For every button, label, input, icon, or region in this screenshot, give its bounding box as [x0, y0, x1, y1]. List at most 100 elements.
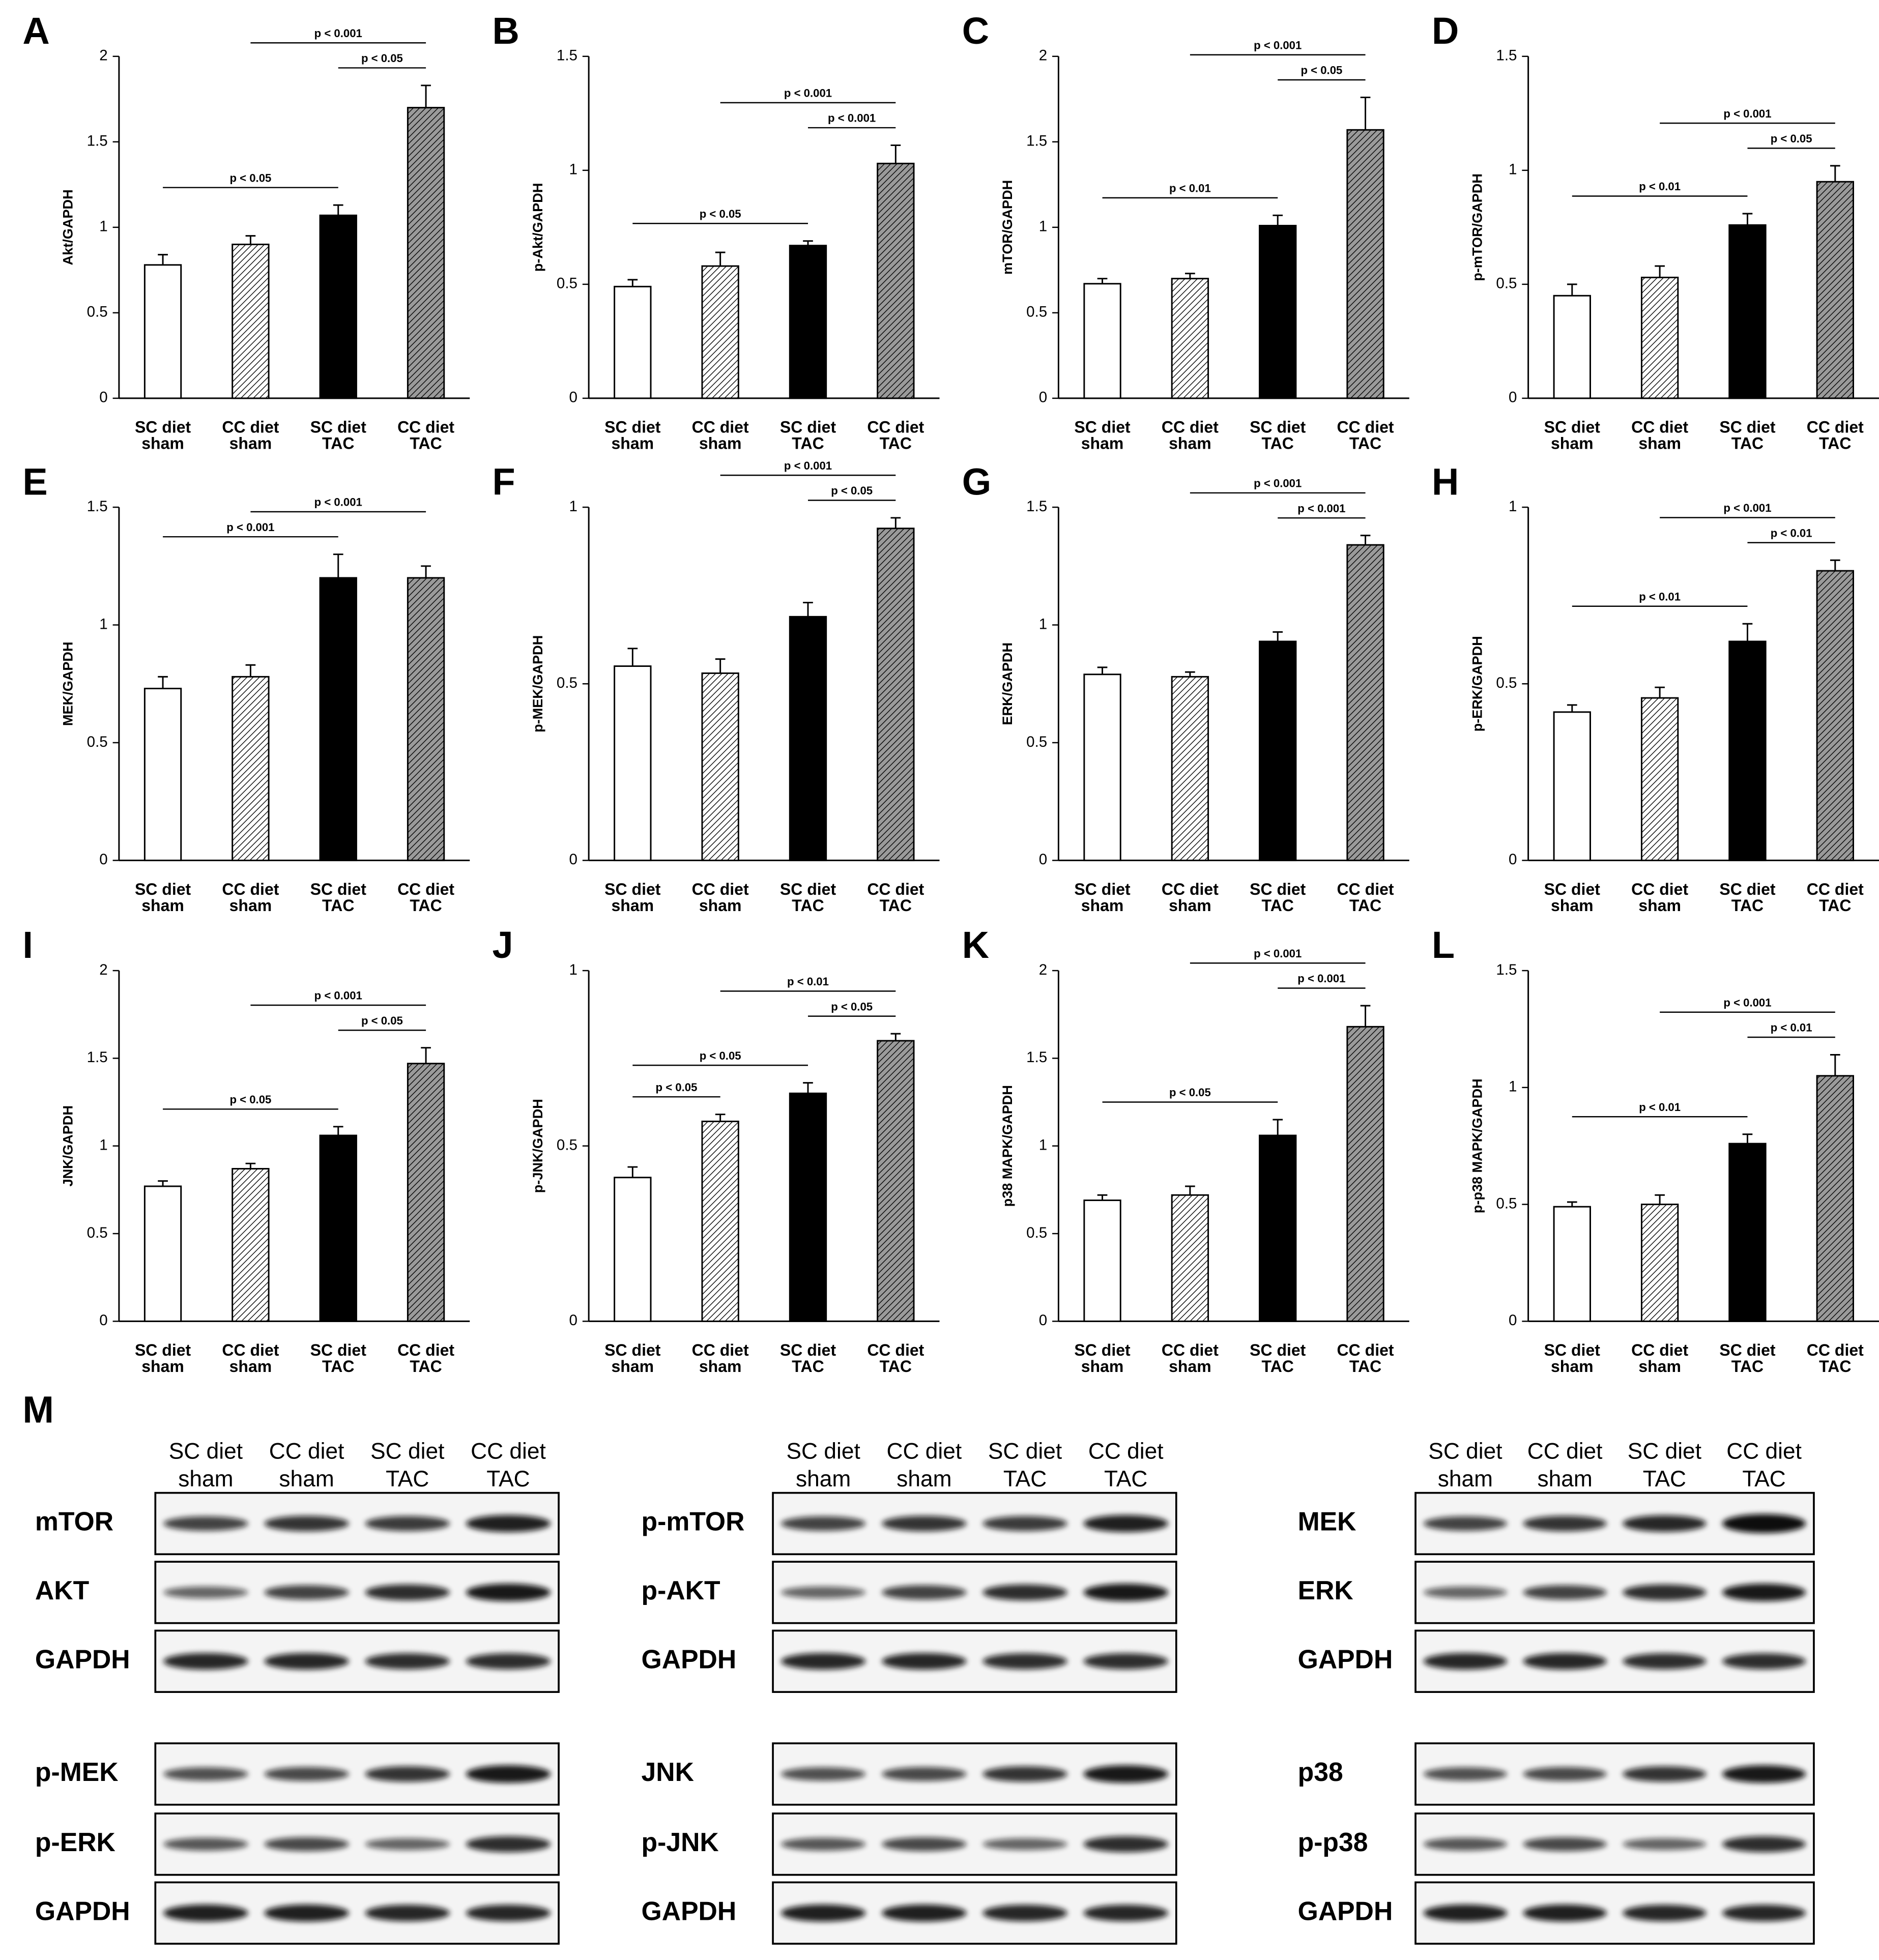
x-tick-label: TAC	[1731, 896, 1764, 915]
y-tick-label: 0.5	[1496, 1195, 1517, 1212]
blot-header: SC diet	[787, 1439, 860, 1464]
y-tick-label: 1	[569, 961, 577, 978]
x-tick-label: TAC	[1262, 434, 1294, 452]
blot-header: sham	[796, 1467, 851, 1491]
blot-label: GAPDH	[642, 1644, 737, 1674]
blot-band	[1423, 1837, 1508, 1851]
y-tick-label: 0.5	[557, 1137, 577, 1154]
x-tick-label: SC diet	[1544, 418, 1601, 436]
x-tick-label: SC diet	[780, 1341, 836, 1359]
blot-header: sham	[1537, 1467, 1592, 1491]
bar	[319, 577, 357, 861]
panel-letter: L	[1432, 924, 1455, 966]
y-axis-label: JNK/GAPDH	[60, 1105, 76, 1186]
x-tick-label: CC diet	[1162, 418, 1219, 436]
y-tick-label: 0.5	[87, 734, 108, 750]
significance-label: p < 0.01	[1169, 182, 1211, 194]
bar	[1728, 1143, 1767, 1322]
x-tick-label: CC diet	[867, 1341, 924, 1359]
panel-letter: A	[22, 10, 49, 52]
x-tick-label: TAC	[1731, 434, 1764, 452]
x-tick-label: sham	[1169, 434, 1211, 452]
blot-band	[780, 1586, 866, 1599]
blot-band	[1623, 1515, 1707, 1532]
y-tick-label: 1	[99, 616, 107, 632]
x-tick-label: SC diet	[604, 418, 661, 436]
significance-label: p < 0.001	[828, 112, 876, 125]
blot-band	[1722, 1653, 1806, 1670]
bar	[1728, 640, 1767, 861]
blot-band	[982, 1838, 1067, 1851]
x-tick-label: CC diet	[397, 880, 454, 898]
x-tick-label: CC diet	[1631, 1341, 1688, 1359]
y-tick-label: 1.5	[1496, 961, 1517, 978]
y-axis-label: p-mTOR/GAPDH	[1469, 173, 1485, 281]
x-tick-label: SC diet	[780, 418, 836, 436]
blot-band	[163, 1653, 248, 1670]
x-tick-label: sham	[612, 434, 654, 452]
blot-header: TAC	[1643, 1467, 1686, 1491]
bar	[1259, 225, 1297, 399]
bar	[701, 1120, 739, 1322]
bar	[789, 1092, 827, 1322]
y-tick-label: 0	[1039, 389, 1047, 406]
blot-band	[466, 1515, 551, 1532]
y-tick-label: 1	[1509, 161, 1517, 178]
x-tick-label: sham	[229, 896, 272, 915]
bar	[1640, 276, 1679, 399]
significance-label: p < 0.001	[1723, 502, 1771, 514]
x-tick-label: TAC	[880, 434, 912, 452]
x-tick-label: SC diet	[1719, 1341, 1776, 1359]
blot-band	[264, 1837, 349, 1852]
y-tick-label: 0.5	[87, 1224, 108, 1241]
y-tick-label: 0	[569, 1312, 577, 1329]
y-tick-label: 1.5	[87, 1049, 108, 1066]
bar	[614, 665, 652, 861]
bar	[1640, 1204, 1679, 1322]
blot-band	[163, 1516, 248, 1531]
blot-header: TAC	[486, 1467, 530, 1491]
significance-label: p < 0.05	[229, 171, 271, 184]
blot-label: GAPDH	[35, 1896, 130, 1925]
blot-band	[1623, 1838, 1707, 1851]
x-tick-label: CC diet	[222, 418, 279, 436]
x-tick-label: CC diet	[1631, 418, 1688, 436]
significance-label: p < 0.05	[1300, 64, 1342, 77]
bar	[1346, 129, 1384, 399]
blot-band	[163, 1904, 248, 1922]
x-tick-label: SC diet	[1719, 418, 1776, 436]
blot-band	[1083, 1515, 1168, 1532]
panel-letter: E	[22, 460, 47, 503]
x-tick-label: CC diet	[1337, 880, 1394, 898]
bar	[1171, 676, 1209, 861]
x-tick-label: SC diet	[1074, 418, 1131, 436]
y-axis-label: Akt/GAPDH	[60, 189, 76, 265]
bar	[1553, 711, 1591, 861]
bar	[1346, 544, 1384, 861]
bar	[614, 285, 652, 399]
significance-label: p < 0.01	[1771, 526, 1812, 539]
blot-label: GAPDH	[1298, 1644, 1393, 1674]
bar	[1259, 640, 1297, 861]
y-tick-label: 2	[99, 47, 107, 64]
x-tick-label: SC diet	[604, 1341, 661, 1359]
blot-band	[365, 1653, 450, 1670]
blot-header: SC diet	[1428, 1439, 1502, 1464]
significance-label: p < 0.05	[1169, 1086, 1211, 1099]
y-tick-label: 1.5	[1026, 1049, 1047, 1066]
x-tick-label: CC diet	[867, 418, 924, 436]
blot-band	[882, 1837, 967, 1852]
x-tick-label: SC diet	[310, 418, 367, 436]
blot-band	[780, 1837, 866, 1851]
bar	[789, 245, 827, 399]
bar	[877, 162, 915, 399]
significance-label: p < 0.001	[1254, 39, 1302, 51]
y-tick-label: 1	[1039, 616, 1047, 632]
blot-band	[982, 1653, 1067, 1670]
bar	[1553, 295, 1591, 399]
x-tick-label: CC diet	[1337, 418, 1394, 436]
blot-band	[1523, 1904, 1607, 1922]
bar	[1083, 283, 1121, 399]
blot-band	[882, 1767, 967, 1781]
